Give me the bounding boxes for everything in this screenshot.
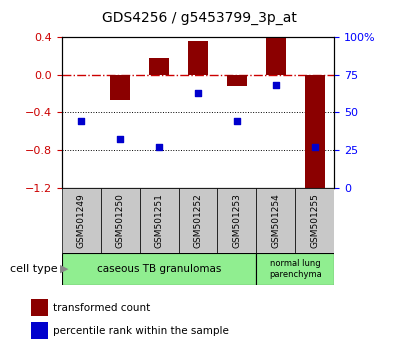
Point (312, 144, 318, 150)
Point (117, 137, 123, 142)
Point (156, 144, 162, 150)
Bar (179, 188, 217, 253)
Bar (266, 37, 286, 75)
Text: GSM501251: GSM501251 (154, 193, 164, 248)
Bar (140, 188, 179, 253)
Point (78, 119, 84, 124)
Point (195, 90, 201, 96)
Bar (62, 253, 256, 285)
Point (273, 82, 279, 88)
Text: GSM501253: GSM501253 (232, 193, 242, 248)
Bar (110, 75, 130, 100)
Bar (149, 58, 169, 75)
Bar (256, 188, 295, 253)
Bar (256, 253, 334, 285)
Bar (305, 75, 325, 189)
Text: transformed count: transformed count (53, 303, 150, 313)
Bar (31, 322, 48, 339)
Text: percentile rank within the sample: percentile rank within the sample (53, 326, 229, 336)
Bar (217, 188, 256, 253)
Bar (295, 188, 334, 253)
Bar (188, 41, 208, 75)
Bar (62, 188, 101, 253)
Point (234, 119, 240, 124)
Text: GSM501254: GSM501254 (271, 193, 281, 248)
Bar (101, 188, 140, 253)
Text: normal lung
parenchyma: normal lung parenchyma (269, 259, 322, 279)
Text: ▶: ▶ (60, 264, 68, 274)
Text: GSM501252: GSM501252 (193, 193, 203, 248)
Text: cell type: cell type (10, 264, 58, 274)
Bar (227, 75, 247, 86)
Text: caseous TB granulomas: caseous TB granulomas (97, 264, 221, 274)
Text: GDS4256 / g5453799_3p_at: GDS4256 / g5453799_3p_at (101, 11, 297, 25)
Text: GSM501250: GSM501250 (115, 193, 125, 248)
Bar (31, 299, 48, 316)
Text: GSM501249: GSM501249 (77, 193, 86, 248)
Text: GSM501255: GSM501255 (310, 193, 319, 248)
